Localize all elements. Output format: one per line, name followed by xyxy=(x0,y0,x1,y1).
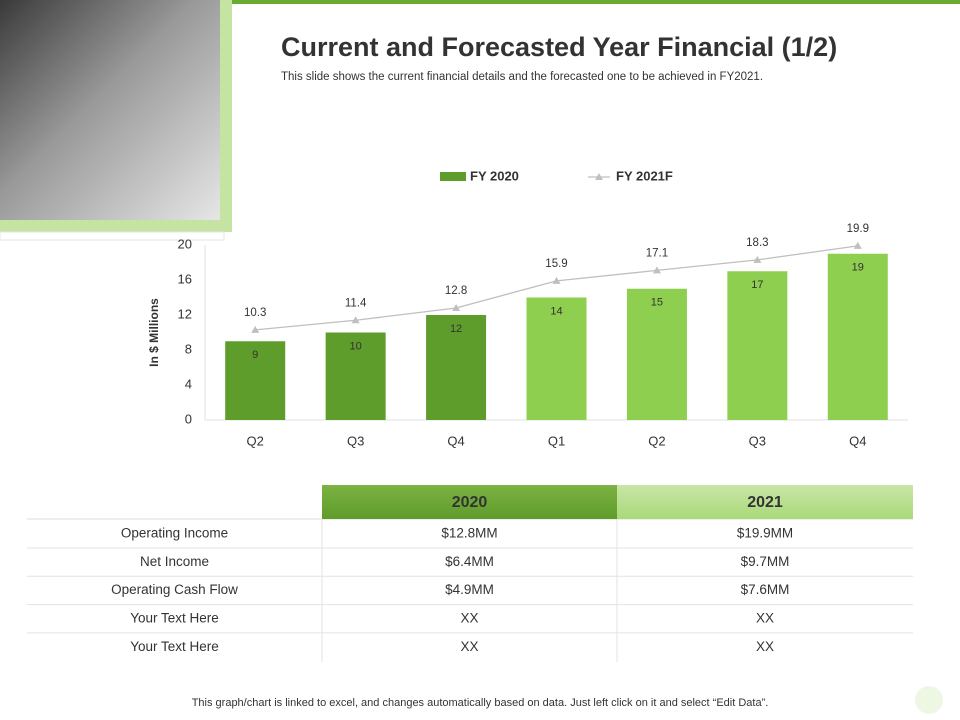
line-label: 19.9 xyxy=(847,223,869,235)
x-tick-label: Q3 xyxy=(347,433,364,448)
bar xyxy=(225,341,286,420)
x-tick-label: Q2 xyxy=(648,433,665,448)
bar xyxy=(626,288,687,420)
deco-circle xyxy=(915,686,943,714)
bar xyxy=(827,253,888,420)
legend-swatch xyxy=(440,172,466,181)
y-tick-label: 0 xyxy=(185,411,192,426)
bar-label: 14 xyxy=(550,305,562,317)
subtitle: This slide shows the current financial d… xyxy=(281,71,763,83)
bar-label: 15 xyxy=(651,297,663,309)
title: Current and Forecasted Year Financial (1… xyxy=(281,32,837,62)
bar-label: 12 xyxy=(450,323,462,335)
legend-label: FY 2021F xyxy=(616,168,673,183)
table-cell: Your Text Here xyxy=(130,610,219,625)
legend-label: FY 2020 xyxy=(470,168,519,183)
y-tick-label: 20 xyxy=(178,236,192,251)
bar-label: 17 xyxy=(751,279,763,291)
table-cell: $7.6MM xyxy=(741,582,790,597)
table-cell: $6.4MM xyxy=(445,554,494,569)
line-marker xyxy=(853,241,862,249)
bar xyxy=(526,297,587,420)
table-cell: Net Income xyxy=(140,554,209,569)
x-tick-label: Q1 xyxy=(548,433,565,448)
table-cell: Operating Cash Flow xyxy=(111,582,238,597)
photo-shadow xyxy=(0,231,225,241)
bar-label: 19 xyxy=(852,262,864,274)
bar-label: 9 xyxy=(252,349,258,361)
table-cell: XX xyxy=(756,610,774,625)
table-header xyxy=(617,485,913,519)
line-marker xyxy=(552,276,561,284)
x-tick-label: Q2 xyxy=(247,433,264,448)
y-axis-label: In $ Millions xyxy=(147,298,161,367)
top-bar xyxy=(228,0,960,4)
line-label: 10.3 xyxy=(244,307,266,319)
y-tick-label: 16 xyxy=(178,271,192,286)
table-header-label: 2020 xyxy=(452,494,488,511)
footer: This graph/chart is linked to excel, and… xyxy=(192,697,769,709)
bar xyxy=(426,315,487,420)
line-marker xyxy=(753,255,762,263)
line-label: 18.3 xyxy=(746,237,768,249)
y-tick-label: 4 xyxy=(185,376,192,391)
table-cell: Operating Income xyxy=(121,526,228,541)
table-cell: $4.9MM xyxy=(445,582,494,597)
bar xyxy=(325,332,386,420)
table-cell: XX xyxy=(756,639,774,654)
line-label: 17.1 xyxy=(646,247,668,259)
line-label: 12.8 xyxy=(445,285,467,297)
table-cell: XX xyxy=(460,639,478,654)
photo xyxy=(0,0,220,220)
bar-label: 10 xyxy=(350,340,362,352)
line-label: 11.4 xyxy=(345,297,367,309)
line-marker xyxy=(251,325,260,333)
table-cell: Your Text Here xyxy=(130,639,219,654)
table-cell: $19.9MM xyxy=(737,526,793,541)
x-tick-label: Q4 xyxy=(849,433,866,448)
line-marker xyxy=(351,316,360,324)
table-cell: XX xyxy=(460,610,478,625)
line-marker xyxy=(452,304,461,311)
y-tick-label: 12 xyxy=(178,306,192,321)
table-cell: $9.7MM xyxy=(741,554,790,569)
x-tick-label: Q3 xyxy=(749,433,766,448)
legend-swatch xyxy=(595,173,603,180)
table-header-label: 2021 xyxy=(747,494,783,511)
table-cell: $12.8MM xyxy=(441,526,497,541)
table-header xyxy=(322,485,617,519)
line-marker xyxy=(652,266,661,274)
line-label: 15.9 xyxy=(545,258,567,270)
x-tick-label: Q4 xyxy=(447,433,464,448)
y-tick-label: 8 xyxy=(185,341,192,356)
bar xyxy=(727,271,788,420)
